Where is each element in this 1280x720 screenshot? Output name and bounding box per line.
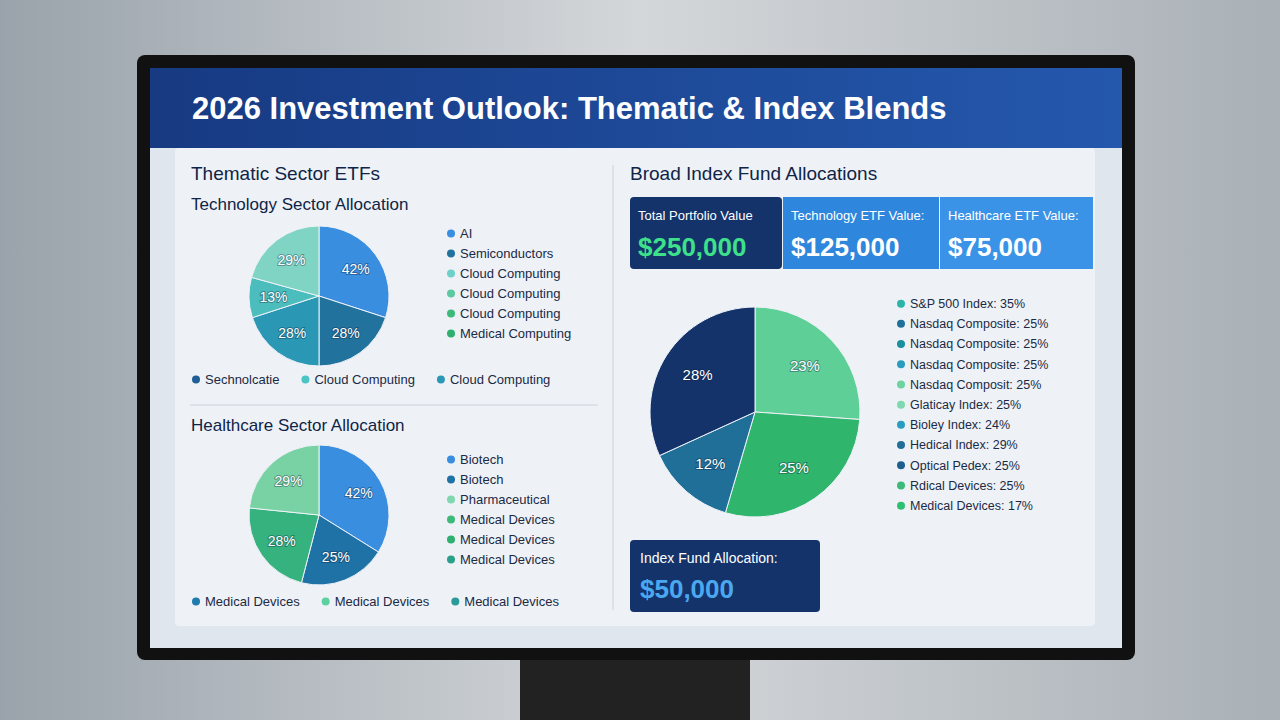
svg-text:$50,000: $50,000	[640, 574, 734, 604]
svg-text:Medical Devices: Medical Devices	[464, 594, 559, 609]
svg-text:Cloud Computing: Cloud Computing	[460, 306, 560, 321]
svg-text:Medical Devices: 17%: Medical Devices: 17%	[910, 499, 1033, 513]
svg-text:23%: 23%	[790, 357, 820, 374]
svg-text:Medical Devices: Medical Devices	[460, 512, 555, 527]
svg-text:Nasdaq Composite: 25%: Nasdaq Composite: 25%	[910, 358, 1048, 372]
svg-text:Medical Devices: Medical Devices	[335, 594, 430, 609]
svg-text:28%: 28%	[278, 325, 306, 341]
svg-text:Nasdaq Composite: 25%: Nasdaq Composite: 25%	[910, 317, 1048, 331]
svg-text:42%: 42%	[342, 261, 370, 277]
svg-text:28%: 28%	[332, 325, 360, 341]
svg-text:$125,000: $125,000	[791, 232, 899, 262]
svg-text:Nasdaq Composit: 25%: Nasdaq Composit: 25%	[910, 378, 1041, 392]
svg-text:$250,000: $250,000	[638, 232, 746, 262]
svg-text:Cloud Computing: Cloud Computing	[450, 372, 550, 387]
svg-text:Medical Devices: Medical Devices	[205, 594, 300, 609]
svg-text:Healthcare ETF Value:: Healthcare ETF Value:	[948, 208, 1079, 223]
svg-text:Index Fund Allocation:: Index Fund Allocation:	[640, 550, 778, 566]
svg-text:Optical Pedex: 25%: Optical Pedex: 25%	[910, 459, 1020, 473]
svg-text:25%: 25%	[322, 549, 350, 565]
svg-text:Hedical Index: 29%: Hedical Index: 29%	[910, 438, 1018, 452]
svg-text:Rdical Devices: 25%: Rdical Devices: 25%	[910, 479, 1025, 493]
svg-text:42%: 42%	[345, 485, 373, 501]
svg-text:28%: 28%	[683, 366, 713, 383]
svg-text:28%: 28%	[268, 533, 296, 549]
svg-text:Bioley Index: 24%: Bioley Index: 24%	[910, 418, 1010, 432]
svg-text:Total Portfolio Value: Total Portfolio Value	[638, 208, 753, 223]
svg-text:Medical Devices: Medical Devices	[460, 552, 555, 567]
svg-text:S&P 500 Index: 35%: S&P 500 Index: 35%	[910, 297, 1025, 311]
svg-text:Cloud Computing: Cloud Computing	[460, 266, 560, 281]
svg-text:Semiconductors: Semiconductors	[460, 246, 554, 261]
svg-text:Biotech: Biotech	[460, 472, 503, 487]
svg-text:Sechnolcatie: Sechnolcatie	[205, 372, 279, 387]
svg-text:Cloud Computing: Cloud Computing	[460, 286, 560, 301]
svg-text:29%: 29%	[274, 473, 302, 489]
svg-text:Healthcare Sector Allocation: Healthcare Sector Allocation	[191, 416, 405, 435]
svg-text:Glaticay Index: 25%: Glaticay Index: 25%	[910, 398, 1021, 412]
svg-text:Pharmaceutical: Pharmaceutical	[460, 492, 550, 507]
svg-text:Medical Computing: Medical Computing	[460, 326, 571, 341]
svg-text:12%: 12%	[695, 455, 725, 472]
svg-text:Broad Index Fund Allocations: Broad Index Fund Allocations	[630, 163, 877, 184]
svg-text:29%: 29%	[277, 252, 305, 268]
svg-text:AI: AI	[460, 226, 472, 241]
svg-text:25%: 25%	[779, 459, 809, 476]
svg-text:Technology Sector Allocation: Technology Sector Allocation	[191, 195, 408, 214]
svg-text:Technology ETF Value:: Technology ETF Value:	[791, 208, 924, 223]
svg-text:Nasdaq Composite: 25%: Nasdaq Composite: 25%	[910, 337, 1048, 351]
svg-text:Medical Devices: Medical Devices	[460, 532, 555, 547]
svg-text:Biotech: Biotech	[460, 452, 503, 467]
svg-text:Cloud Computing: Cloud Computing	[314, 372, 414, 387]
svg-text:$75,000: $75,000	[948, 232, 1042, 262]
svg-text:13%: 13%	[259, 289, 287, 305]
svg-text:Thematic Sector ETFs: Thematic Sector ETFs	[191, 163, 380, 184]
svg-text:2026 Investment Outlook: Thema: 2026 Investment Outlook: Thematic & Inde…	[192, 91, 947, 126]
